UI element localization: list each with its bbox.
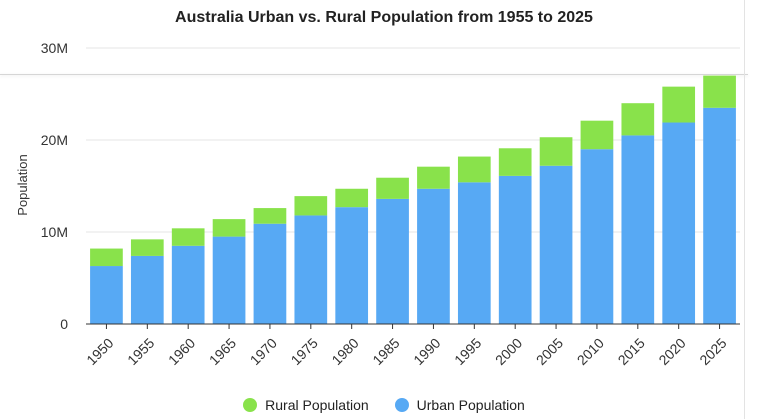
window-edge [744, 0, 745, 419]
rural-swatch-icon [243, 398, 258, 412]
bar-rural-2015[interactable] [621, 103, 655, 136]
legend-label-urban: Urban Population [416, 397, 525, 413]
bar-rural-1980[interactable] [335, 188, 369, 208]
bar-urban-1955[interactable] [130, 255, 164, 324]
bar-rural-2000[interactable] [498, 148, 532, 176]
bar-rural-1960[interactable] [171, 228, 205, 246]
x-tick-label: 1955 [124, 335, 157, 368]
bar-rural-2025[interactable] [703, 75, 736, 108]
bar-urban-1980[interactable] [335, 207, 369, 324]
legend: Rural Population Urban Population [0, 397, 768, 413]
bar-rural-1950[interactable] [90, 248, 123, 267]
bar-urban-1990[interactable] [417, 188, 450, 324]
bar-rural-1970[interactable] [253, 208, 287, 224]
x-tick-label: 2000 [492, 335, 525, 368]
y-axis-label: Population [15, 154, 30, 215]
bar-rural-1965[interactable] [212, 219, 246, 237]
y-tick-label: 0 [60, 316, 68, 332]
bar-rural-2020[interactable] [662, 86, 696, 123]
x-axis-ticks: 1950 1955 1960 1965 1970 1975 1980 1985 1990 1995… [83, 324, 730, 368]
bar-urban-1985[interactable] [376, 198, 409, 324]
x-tick-label: 2010 [574, 335, 607, 368]
bar-urban-1970[interactable] [253, 223, 287, 324]
x-tick-label: 2015 [615, 335, 648, 368]
x-tick-label: 2005 [533, 335, 566, 368]
window-divider [0, 74, 748, 75]
x-tick-label: 1980 [328, 335, 361, 368]
x-tick-label: 1950 [83, 335, 116, 368]
legend-label-rural: Rural Population [265, 397, 369, 413]
x-tick-label: 1970 [247, 335, 280, 368]
bar-urban-1975[interactable] [294, 215, 328, 324]
legend-item-urban[interactable]: Urban Population [394, 397, 525, 413]
x-tick-label: 2020 [655, 335, 688, 368]
bar-urban-1965[interactable] [212, 236, 246, 324]
bar-urban-2025[interactable] [703, 107, 736, 324]
bar-urban-1960[interactable] [171, 245, 205, 324]
bar-rural-1990[interactable] [417, 166, 450, 189]
x-tick-label: 1995 [451, 335, 484, 368]
urban-swatch-icon [394, 398, 409, 412]
chart-title: Australia Urban vs. Rural Population fro… [175, 9, 593, 26]
bars [90, 75, 736, 325]
bar-rural-1975[interactable] [294, 196, 328, 216]
y-tick-label: 10M [41, 224, 68, 240]
x-tick-label: 2025 [696, 335, 729, 368]
bar-urban-2020[interactable] [662, 122, 696, 325]
bar-urban-2005[interactable] [539, 165, 573, 324]
bar-rural-1955[interactable] [130, 239, 164, 256]
y-tick-label: 30M [41, 40, 68, 56]
bar-rural-1995[interactable] [457, 156, 491, 183]
bar-rural-2005[interactable] [539, 137, 573, 166]
x-tick-label: 1960 [165, 335, 198, 368]
x-tick-label: 1975 [288, 335, 321, 368]
bar-urban-1995[interactable] [457, 182, 491, 324]
y-tick-label: 20M [41, 132, 68, 148]
x-tick-label: 1985 [369, 335, 402, 368]
bar-urban-2000[interactable] [498, 175, 532, 324]
bar-rural-1985[interactable] [376, 177, 409, 199]
bar-rural-2010[interactable] [580, 120, 614, 150]
x-tick-label: 1990 [410, 335, 443, 368]
bar-urban-1950[interactable] [90, 266, 123, 324]
x-tick-label: 1965 [206, 335, 239, 368]
y-axis-ticks: 0 10M 20M 30M [41, 40, 68, 332]
bar-urban-2010[interactable] [580, 149, 614, 324]
bar-urban-2015[interactable] [621, 135, 655, 324]
legend-item-rural[interactable]: Rural Population [243, 397, 369, 413]
